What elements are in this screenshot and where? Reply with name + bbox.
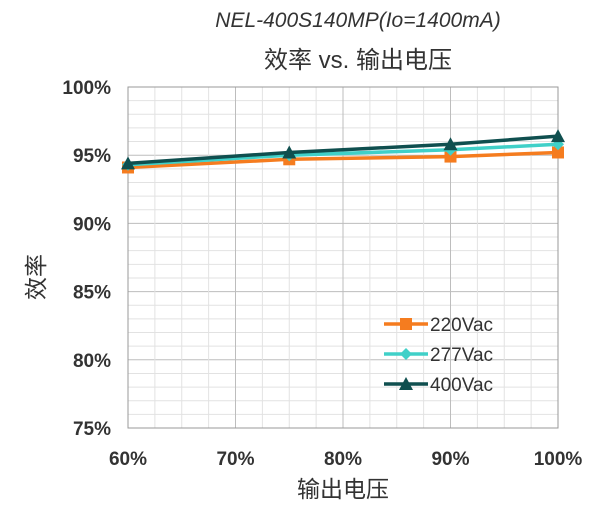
y-tick-labels: 75% 80% 85% 90% 95% 100% xyxy=(62,78,111,440)
data-point-220Vac xyxy=(552,146,564,159)
legend: 220Vac 277Vac 400Vac xyxy=(384,315,493,396)
legend-label: 220Vac xyxy=(430,315,493,336)
legend-marker xyxy=(399,377,413,390)
series-line-400Vac xyxy=(127,134,559,166)
x-tick-label: 80% xyxy=(324,449,362,470)
y-tick-label: 85% xyxy=(73,283,111,304)
y-tick-label: 75% xyxy=(73,419,111,440)
legend-marker xyxy=(400,318,412,330)
legend-marker xyxy=(400,348,412,360)
data-point-400Vac xyxy=(121,156,135,170)
series-line-220Vac xyxy=(127,150,559,170)
series-line-277Vac xyxy=(127,142,559,167)
legend-label: 400Vac xyxy=(430,375,493,396)
x-axis-label: 输出电压 xyxy=(297,476,389,502)
y-tick-label: 80% xyxy=(73,351,111,372)
x-tick-labels: 60% 70% 80% 90% 100% xyxy=(109,449,582,470)
x-tick-label: 90% xyxy=(431,449,469,470)
data-point-400Vac xyxy=(551,129,565,143)
y-tick-label: 95% xyxy=(73,146,111,167)
y-axis-label: 效率 xyxy=(23,254,49,300)
legend-label: 277Vac xyxy=(430,345,493,366)
series-lines xyxy=(121,129,565,174)
x-tick-label: 60% xyxy=(109,449,147,470)
grid-lines xyxy=(128,87,558,428)
x-tick-label: 100% xyxy=(534,449,583,470)
data-point-220Vac xyxy=(444,150,457,163)
plot-area-border xyxy=(127,86,559,429)
chart-subtitle: 效率 vs. 输出电压 xyxy=(264,47,452,74)
y-tick-label: 90% xyxy=(73,214,111,235)
y-tick-label: 100% xyxy=(62,78,111,99)
data-point-400Vac xyxy=(282,145,297,159)
chart-title: NEL-400S140MP(Io=1400mA) xyxy=(215,9,500,32)
data-point-400Vac xyxy=(443,137,458,151)
x-tick-label: 70% xyxy=(216,449,254,470)
